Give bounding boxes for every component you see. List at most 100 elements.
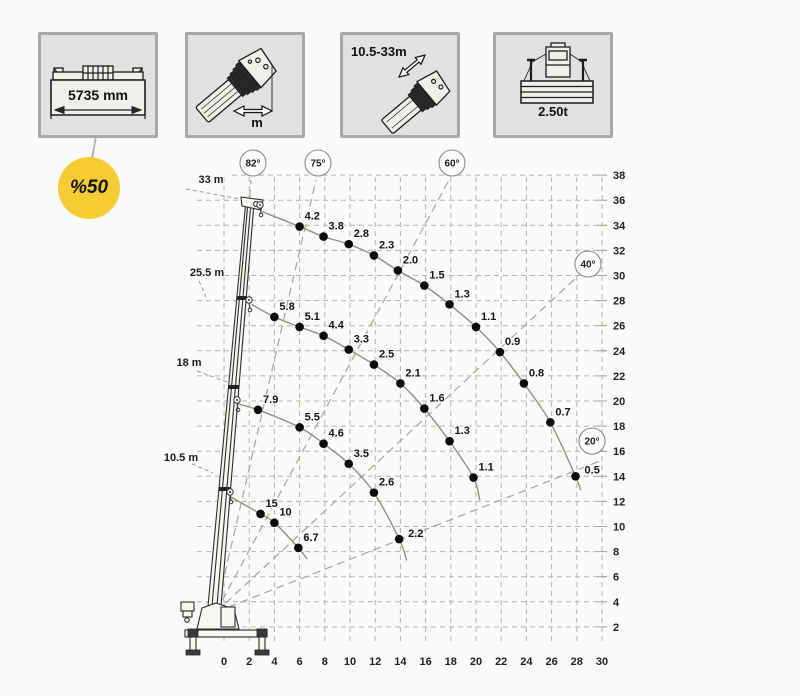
load-value-label: 2.8 [354,228,369,240]
angle-badges: 82° 75° 60° 40° 20° [239,149,606,455]
load-point [294,543,303,553]
x-axis-labels: 0 2 4 6 8 10 12 14 16 18 20 22 24 26 28 30 [221,656,608,668]
svg-text:2: 2 [246,656,252,668]
load-value-label: 0.9 [505,336,520,348]
load-value-label: 2.3 [379,239,394,251]
svg-text:4: 4 [271,656,278,668]
load-point [571,472,580,481]
load-point [393,266,403,275]
svg-text:38: 38 [613,170,625,182]
load-value-label: 1.1 [478,462,493,474]
svg-text:10: 10 [613,522,625,534]
load-value-label: 1.3 [455,425,470,437]
load-point [319,331,328,341]
svg-text:16: 16 [613,446,625,458]
angle-label: 20° [584,437,599,448]
load-value-label: 4.6 [329,428,344,440]
capacity-percent-label: %50 [69,177,109,198]
load-points: 4.2 3.8 2.8 2.3 2.0 1.5 1.3 1.1 0.9 0.8 0.7 0.5 5.8 5… [253,209,601,553]
load-point [344,239,354,249]
capacity-grid [197,174,607,643]
boom-length-labels: 33 m 25.5 m 18 m 10.5 m [163,173,241,474]
svg-text:10.5 m: 10.5 m [164,452,198,464]
svg-text:18: 18 [445,656,457,668]
svg-text:30: 30 [613,271,625,283]
load-point [295,423,304,432]
load-point [396,379,405,388]
radius-spec-box: m [185,32,305,138]
load-value-label: 4.4 [329,320,345,332]
load-point [369,251,379,260]
capacity-percent-badge: %50 [58,157,120,219]
counterweight-label: 2.50t [538,104,568,119]
load-point [420,404,429,413]
load-value-label: 3.5 [354,448,369,460]
angle-label: 82° [245,159,260,170]
load-value-label: 0.5 [585,464,600,476]
load-point [445,300,454,309]
load-value-label: 2.1 [405,367,420,379]
load-point [270,518,279,528]
load-value-label: 2.6 [379,477,394,489]
svg-text:14: 14 [613,471,626,483]
svg-text:20: 20 [470,656,482,668]
load-point [495,347,505,357]
load-point [344,459,354,469]
angle-label: 40° [580,260,595,271]
load-point [270,312,279,322]
svg-text:14: 14 [394,656,407,668]
svg-text:30: 30 [596,656,608,668]
svg-text:4: 4 [613,597,620,609]
load-value-label: 0.8 [529,367,544,379]
svg-text:28: 28 [613,296,625,308]
boom-range-label: 10.5-33m [351,44,407,59]
load-point [344,345,354,354]
load-value-label: 5.5 [305,411,320,423]
svg-text:6: 6 [613,572,619,584]
svg-text:20: 20 [613,396,625,408]
load-point [394,534,404,544]
svg-text:34: 34 [613,220,626,232]
load-point [319,232,328,241]
load-point [295,322,304,332]
svg-text:32: 32 [613,245,625,257]
svg-text:28: 28 [571,656,583,668]
load-value-label: 1.3 [455,288,470,300]
outrigger-top-view-icon [50,65,146,119]
svg-text:24: 24 [520,656,533,668]
svg-text:0: 0 [221,656,227,668]
load-value-label: 2.5 [379,349,394,361]
svg-text:10: 10 [344,656,356,668]
load-point [369,488,379,497]
crane-illustration [180,196,270,656]
load-point [369,360,379,369]
load-value-label: 6.7 [303,532,318,544]
svg-text:12: 12 [369,656,381,668]
svg-text:36: 36 [613,195,625,207]
angle-label: 75° [310,159,325,170]
svg-text:6: 6 [297,656,303,668]
load-value-label: 1.5 [429,270,444,282]
load-value-label: 3.3 [354,334,369,346]
svg-text:26: 26 [613,321,625,333]
svg-text:26: 26 [545,656,557,668]
load-value-label: 5.1 [305,311,320,323]
boom-radius-icon [195,47,277,123]
angle-label: 60° [444,159,459,170]
outrigger-width-label: 5735 mm [68,87,128,103]
load-value-label: 15 [266,498,278,510]
svg-text:33 m: 33 m [198,174,223,186]
load-value-label: 3.8 [329,221,344,233]
svg-text:8: 8 [322,656,328,668]
load-point [469,473,478,482]
counterweight-icon [520,42,594,104]
load-value-label: 4.2 [305,211,320,223]
load-value-label: 1.6 [429,393,444,405]
svg-text:25.5 m: 25.5 m [190,267,224,279]
svg-text:22: 22 [495,656,507,668]
load-value-label: 5.8 [279,301,294,313]
load-value-label: 7.9 [263,394,278,406]
